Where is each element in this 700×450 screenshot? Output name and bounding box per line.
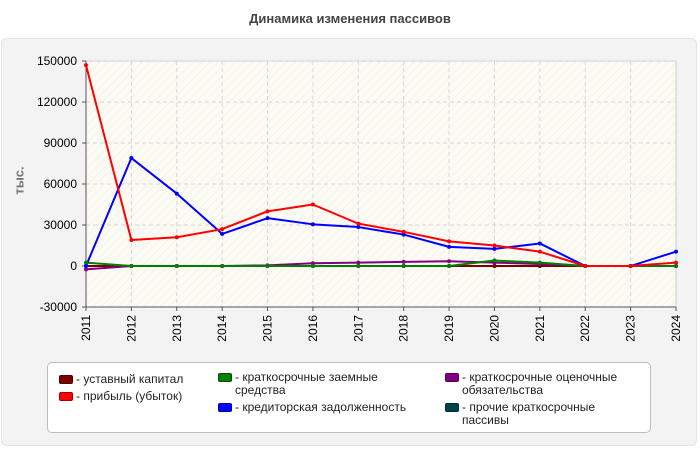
data-point (356, 225, 361, 230)
x-tick-label: 2011 (79, 315, 93, 341)
data-point (492, 258, 497, 263)
data-point (401, 232, 406, 237)
x-tick-label: 2022 (578, 315, 592, 342)
x-tick-label: 2023 (624, 315, 638, 342)
data-point (84, 63, 88, 68)
data-point (174, 235, 179, 240)
data-point (537, 241, 542, 246)
data-point (310, 264, 315, 268)
y-axis-label-text: тыс. (11, 165, 27, 195)
legend-item-prochie[interactable]: - прочие краткосрочные пассивы (445, 401, 625, 427)
data-point (310, 222, 315, 227)
data-point (265, 209, 270, 214)
data-point (674, 260, 678, 265)
y-tick-label: 0 (70, 259, 77, 273)
data-point (674, 264, 678, 268)
legend: - уставный капитал - прибыль (убыток) - … (47, 362, 651, 433)
data-point (628, 264, 633, 268)
data-point (401, 259, 406, 264)
legend-label: - кредиторская задолженность (235, 400, 407, 414)
y-tick-label: 120000 (37, 95, 77, 109)
legend-item-kreditorskaya[interactable]: - кредиторская задолженность (218, 401, 443, 414)
data-point (583, 264, 588, 268)
legend-item-kratkosrochnye-zaemnye[interactable]: - краткосрочные заемные средства (218, 371, 413, 397)
legend-swatch (445, 373, 459, 382)
x-tick-label: 2014 (215, 315, 229, 342)
y-tick-label: 90000 (44, 136, 78, 150)
data-point (492, 243, 497, 248)
chart-title: Динамика изменения пассивов (249, 11, 451, 26)
legend-swatch (59, 392, 73, 401)
y-tick-label: -30000 (40, 300, 78, 314)
data-point (310, 261, 315, 266)
data-point (356, 221, 361, 226)
data-point (401, 264, 406, 268)
data-point (447, 264, 452, 268)
legend-item-otsenochnye[interactable]: - краткосрочные оценочные обязательства (445, 371, 645, 397)
data-point (84, 267, 88, 272)
x-tick-label: 2012 (124, 315, 138, 342)
data-point (84, 260, 88, 265)
y-tick-label: 30000 (44, 218, 78, 232)
data-point (492, 246, 497, 251)
x-tick-label: 2013 (170, 315, 184, 342)
data-point (537, 260, 542, 265)
data-point (356, 264, 361, 268)
x-tick-label: 2015 (261, 315, 275, 342)
x-tick-label: 2017 (351, 315, 365, 342)
x-tick-label: 2020 (487, 315, 501, 342)
legend-swatch (218, 403, 232, 412)
y-axis-label: тыс. (4, 150, 34, 210)
data-point (220, 264, 225, 268)
data-point (129, 156, 134, 161)
legend-item-ustavnyi-kapital[interactable]: - уставный капитал (59, 373, 214, 386)
legend-label: - прибыль (убыток) (76, 389, 183, 403)
legend-swatch (59, 375, 73, 384)
x-tick-label: 2021 (533, 315, 547, 342)
data-point (265, 264, 270, 268)
legend-label: - краткосрочные заемные средства (235, 370, 378, 397)
data-point (356, 260, 361, 265)
legend-label: - краткосрочные оценочные обязательства (462, 370, 618, 397)
data-point (174, 191, 179, 196)
data-point (265, 216, 270, 221)
series-line-3 (85, 157, 677, 267)
y-tick-label: 60000 (44, 177, 78, 191)
legend-swatch (445, 403, 459, 412)
legend-item-pribyl[interactable]: - прибыль (убыток) (59, 390, 214, 403)
data-point (174, 264, 179, 268)
data-point (84, 264, 88, 268)
legend-label: - прочие краткосрочные пассивы (462, 400, 596, 427)
legend-swatch (218, 373, 232, 382)
data-point (492, 263, 497, 268)
data-point (129, 238, 134, 243)
data-point (674, 249, 678, 254)
data-point (447, 244, 452, 249)
data-point (129, 264, 134, 268)
data-point (447, 239, 452, 244)
data-point (401, 229, 406, 234)
x-tick-label: 2019 (442, 315, 456, 342)
legend-label: - уставный капитал (76, 372, 184, 386)
data-point (447, 259, 452, 264)
x-tick-label: 2018 (397, 315, 411, 342)
data-point (310, 202, 315, 207)
data-point (220, 227, 225, 232)
series-line-1 (85, 64, 677, 267)
data-point (537, 249, 542, 254)
series-line-2 (85, 259, 676, 267)
x-tick-label: 2024 (669, 315, 683, 342)
y-tick-label: 150000 (37, 54, 77, 68)
data-point (220, 231, 225, 236)
x-tick-label: 2016 (306, 315, 320, 342)
